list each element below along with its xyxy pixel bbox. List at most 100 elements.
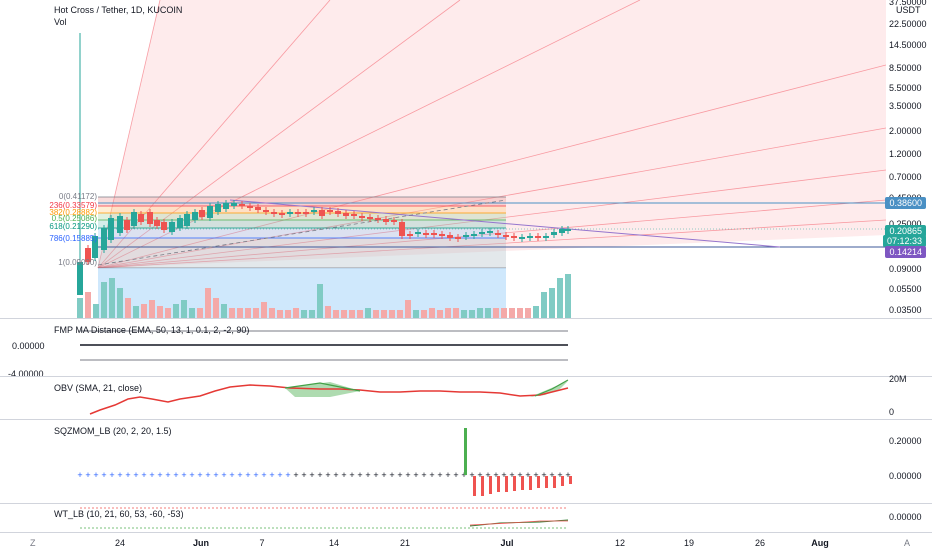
- fmp-plot: [80, 330, 568, 361]
- squeeze-dot: +: [477, 470, 482, 480]
- chart-title: Hot Cross / Tether, 1D, KUCOIN: [54, 5, 183, 15]
- fmp-tick-1: -4.00000: [8, 369, 44, 379]
- volume-bar: [317, 284, 323, 318]
- squeeze-dot: +: [397, 470, 402, 480]
- momentum-bar-down: [569, 476, 572, 484]
- spike-candle: [77, 262, 83, 295]
- price-chart[interactable]: [0, 0, 886, 318]
- squeeze-dot: +: [453, 470, 458, 480]
- volume-bar: [165, 308, 171, 318]
- volume-bar: [437, 310, 443, 318]
- fmp-tick-0: 0.00000: [12, 341, 45, 351]
- candle: [92, 236, 98, 258]
- price-tick: 22.50000: [889, 19, 927, 29]
- squeeze-dot: +: [517, 470, 522, 480]
- fib-level-label: 236(0.33579): [49, 201, 97, 210]
- volume-bar: [85, 292, 91, 318]
- volume-bar: [301, 310, 307, 318]
- volume-bar: [333, 310, 339, 318]
- sqzmom-pane[interactable]: + + + + + + + + + + + + + + + + + + + + + + + + + + + + + + + + + + + + + + + +…: [0, 420, 932, 503]
- candle: [223, 203, 229, 209]
- candle: [335, 211, 341, 214]
- candle: [559, 229, 565, 233]
- volume-bar: [261, 302, 267, 318]
- squeeze-dot: +: [469, 470, 474, 480]
- candle: [192, 212, 198, 220]
- fmp-pane[interactable]: FMP MA Distance (EMA, 50, 13, 1, 0.1, 2,…: [0, 319, 932, 379]
- candle: [399, 222, 405, 236]
- fib-level-label: 1(0.09000): [58, 258, 97, 267]
- price-tick: 0.03500: [889, 305, 922, 315]
- time-tick: 21: [399, 538, 411, 548]
- volume-bar: [445, 308, 451, 318]
- price-axis[interactable]: USDT 37.50000 22.50000 14.50000 8.50000 5.50…: [882, 0, 932, 318]
- candle: [255, 207, 261, 210]
- squeeze-dot: +: [125, 470, 130, 480]
- momentum-bar-down: [529, 476, 532, 490]
- candle: [131, 212, 137, 226]
- candle: [367, 217, 373, 219]
- sqzmom-tick-0: 0.20000: [889, 436, 922, 446]
- squeeze-dot: +: [501, 470, 506, 480]
- momentum-bar-down: [537, 476, 540, 488]
- volume-bar: [173, 304, 179, 318]
- obv-plot: [89, 379, 569, 415]
- volume-bar: [509, 308, 515, 318]
- fib-band-618: [98, 228, 506, 238]
- candle: [565, 229, 571, 231]
- volume-bar: [181, 300, 187, 318]
- corner-left-icon[interactable]: Z: [30, 538, 36, 548]
- volume-bar: [461, 310, 467, 318]
- time-tick: 12: [614, 538, 626, 548]
- candle: [279, 213, 285, 215]
- squeeze-dot: +: [405, 470, 410, 480]
- candle: [543, 236, 549, 238]
- price-pane[interactable]: Hot Cross / Tether, 1D, KUCOIN Vol 0(0.4…: [0, 0, 932, 318]
- fib-band-0: [98, 197, 506, 206]
- volume-bar: [149, 300, 155, 318]
- volume-bar: [189, 308, 195, 318]
- candle: [527, 236, 533, 238]
- volume-bar: [93, 304, 99, 318]
- obv-legend: OBV (SMA, 21, close): [54, 383, 143, 393]
- volume-bar: [381, 310, 387, 318]
- fib-level-label: 618(0.21290): [49, 222, 97, 231]
- sqzmom-legend: SQZMOM_LB (20, 2, 20, 1.5): [54, 426, 172, 436]
- candles: [85, 200, 571, 265]
- squeeze-dot: +: [253, 470, 258, 480]
- volume-bar: [245, 308, 251, 318]
- volume-bar: [109, 278, 115, 318]
- fib-band-236: [98, 206, 506, 213]
- time-axis[interactable]: [0, 533, 932, 550]
- gann-fan-area: [98, 0, 886, 268]
- candle: [169, 222, 175, 232]
- squeeze-dot: +: [117, 470, 122, 480]
- candle: [117, 216, 123, 233]
- volume-bar: [357, 310, 363, 318]
- price-tick: 5.50000: [889, 83, 922, 93]
- candle: [161, 222, 167, 230]
- squeeze-dot: +: [301, 470, 306, 480]
- candle: [503, 235, 509, 237]
- momentum-bar-down: [553, 476, 556, 488]
- corner-right-icon[interactable]: A: [904, 538, 911, 548]
- volume-bar: [365, 308, 371, 318]
- squeeze-dot: +: [365, 470, 370, 480]
- squeeze-dot: +: [197, 470, 202, 480]
- momentum-bar-down: [545, 476, 548, 488]
- squeeze-dot: +: [485, 470, 490, 480]
- volume-bar: [141, 304, 147, 318]
- wt-pane[interactable]: WT_LB (10, 21, 60, 53, -60, -53) 0.00000: [0, 504, 932, 532]
- volume-bar: [517, 308, 523, 318]
- squeeze-dot: +: [389, 470, 394, 480]
- volume-bar: [389, 310, 395, 318]
- volume-bars: [77, 274, 571, 318]
- volume-bar: [565, 274, 571, 318]
- wt-tick-0: 0.00000: [889, 512, 922, 522]
- candle: [447, 235, 453, 238]
- squeeze-dot: +: [213, 470, 218, 480]
- squeeze-dot: +: [525, 470, 530, 480]
- squeeze-dot: +: [285, 470, 290, 480]
- obv-pane[interactable]: OBV (SMA, 21, close) 20M 0: [0, 374, 932, 419]
- squeeze-dot: +: [333, 470, 338, 480]
